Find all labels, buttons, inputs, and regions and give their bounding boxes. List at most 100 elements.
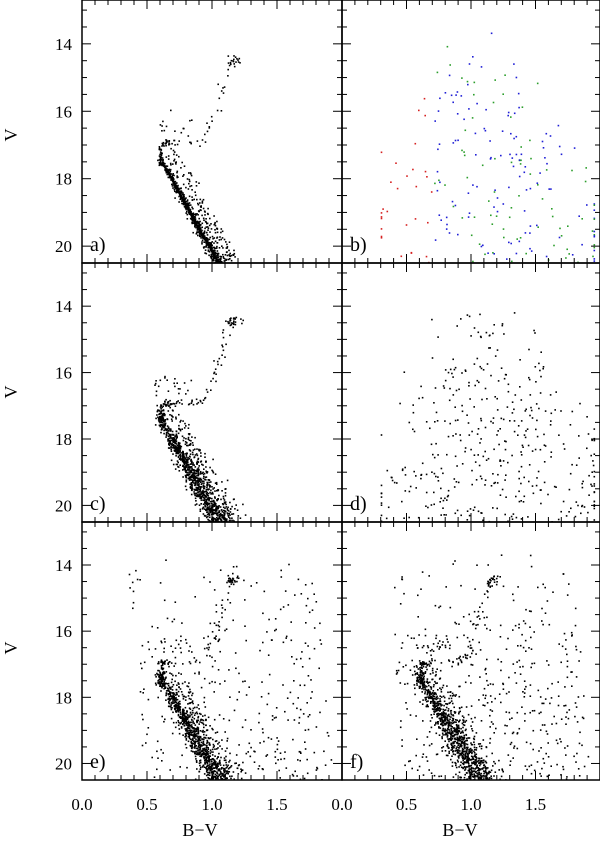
- star-point: [457, 726, 460, 728]
- star-point: [203, 696, 206, 699]
- star-point: [173, 174, 175, 177]
- star-point: [221, 778, 224, 780]
- star-point: [198, 746, 201, 749]
- star-point: [220, 228, 223, 230]
- panel-frame: [341, 0, 600, 264]
- star-point: [162, 409, 165, 412]
- star-point: [178, 443, 181, 445]
- star-point: [213, 517, 215, 520]
- star-point: [436, 170, 439, 173]
- star-point: [207, 239, 209, 241]
- star-point: [189, 702, 192, 704]
- star-point: [209, 243, 211, 245]
- star-point: [211, 120, 213, 122]
- star-point: [209, 491, 211, 494]
- star-point: [215, 516, 218, 519]
- star-point: [319, 622, 321, 625]
- star-point: [466, 766, 468, 768]
- star-point: [432, 700, 434, 702]
- star-point: [229, 696, 231, 698]
- star-point: [456, 733, 459, 736]
- star-point: [165, 432, 168, 434]
- star-point: [562, 500, 565, 503]
- star-point: [217, 524, 219, 526]
- star-point: [496, 397, 498, 400]
- star-point: [199, 235, 202, 238]
- star-point: [213, 499, 215, 502]
- star-point: [196, 484, 198, 486]
- star-point: [297, 578, 300, 581]
- star-point: [177, 707, 179, 709]
- star-point: [212, 758, 215, 761]
- star-point: [165, 692, 168, 695]
- star-point: [189, 662, 192, 665]
- star-point: [236, 577, 238, 579]
- star-point: [528, 348, 530, 351]
- star-point: [170, 434, 172, 437]
- star-point: [177, 690, 180, 693]
- star-point: [399, 402, 401, 405]
- star-point: [237, 577, 240, 579]
- star-point: [175, 688, 178, 691]
- star-point: [146, 733, 148, 736]
- star-point: [218, 769, 221, 772]
- star-point: [168, 437, 171, 439]
- star-point: [209, 755, 211, 757]
- star-point: [179, 444, 181, 447]
- star-point: [217, 524, 219, 526]
- star-point: [319, 711, 321, 714]
- star-point: [233, 252, 236, 255]
- star-point: [474, 716, 476, 719]
- star-point: [167, 689, 169, 692]
- star-point: [212, 781, 214, 783]
- star-point: [147, 698, 150, 701]
- star-point: [211, 486, 213, 488]
- star-point: [174, 662, 177, 665]
- star-point: [181, 754, 183, 757]
- star-point: [222, 497, 225, 500]
- star-point: [444, 92, 447, 94]
- star-point: [198, 234, 201, 237]
- star-point: [515, 153, 518, 156]
- star-point: [226, 770, 228, 773]
- star-point: [215, 611, 218, 613]
- star-point: [479, 365, 481, 368]
- star-point: [219, 265, 221, 267]
- star-point: [206, 647, 208, 649]
- star-point: [214, 496, 216, 498]
- star-point: [195, 503, 198, 505]
- star-point: [197, 727, 199, 730]
- star-point: [225, 764, 228, 766]
- star-point: [226, 747, 228, 750]
- star-point: [228, 761, 230, 763]
- star-point: [218, 511, 221, 514]
- star-point: [234, 318, 236, 320]
- star-point: [205, 244, 208, 247]
- star-point: [315, 769, 318, 771]
- star-point: [219, 569, 222, 571]
- star-point: [434, 182, 436, 185]
- star-point: [242, 319, 244, 322]
- star-point: [185, 454, 188, 457]
- star-point: [156, 740, 159, 743]
- star-point: [191, 218, 193, 221]
- star-point: [211, 247, 214, 249]
- star-point: [477, 510, 480, 513]
- star-point: [171, 174, 174, 177]
- star-point: [200, 741, 203, 744]
- star-point: [515, 252, 518, 255]
- star-point: [225, 506, 228, 508]
- star-point: [221, 783, 223, 785]
- star-point: [210, 253, 213, 256]
- star-point: [159, 671, 161, 674]
- star-point: [193, 717, 196, 720]
- star-point: [221, 524, 223, 526]
- star-point: [438, 214, 441, 216]
- star-point: [207, 747, 209, 749]
- star-point: [282, 641, 285, 644]
- star-point: [185, 456, 188, 458]
- star-point: [172, 650, 174, 653]
- star-point: [429, 427, 431, 430]
- star-point: [202, 484, 205, 486]
- star-point: [172, 453, 174, 455]
